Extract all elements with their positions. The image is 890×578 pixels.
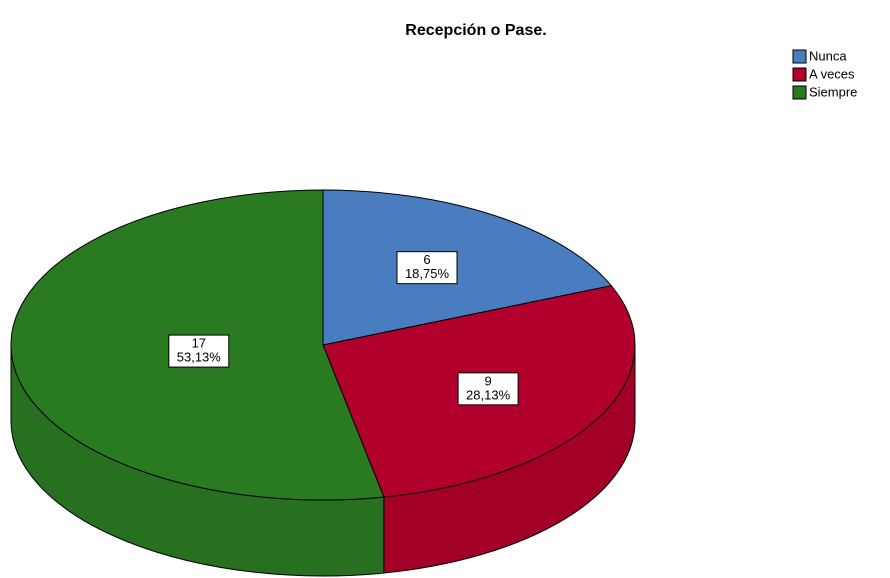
data-label-percent: 28,13% (466, 387, 511, 402)
data-label-box (457, 372, 519, 406)
legend-label: Nunca (809, 48, 847, 63)
slice (322, 189, 613, 346)
data-label-count: 9 (484, 373, 491, 388)
side-shade (11, 345, 384, 576)
data-label-percent: 53,13% (177, 350, 222, 365)
legend-swatch (792, 67, 807, 82)
data-label-box (168, 334, 230, 368)
data-label-percent: 18,75% (405, 266, 450, 281)
data-label-count: 17 (192, 336, 206, 351)
data-label-box (396, 251, 458, 285)
data-label-count: 6 (423, 252, 430, 267)
chart-title: Recepción o Pase. (405, 22, 546, 39)
legend-swatch (792, 49, 807, 64)
legend-label: Siempre (809, 84, 857, 99)
side-shade (383, 345, 635, 574)
legend-swatch (792, 85, 807, 100)
legend-label: A veces (809, 66, 855, 81)
